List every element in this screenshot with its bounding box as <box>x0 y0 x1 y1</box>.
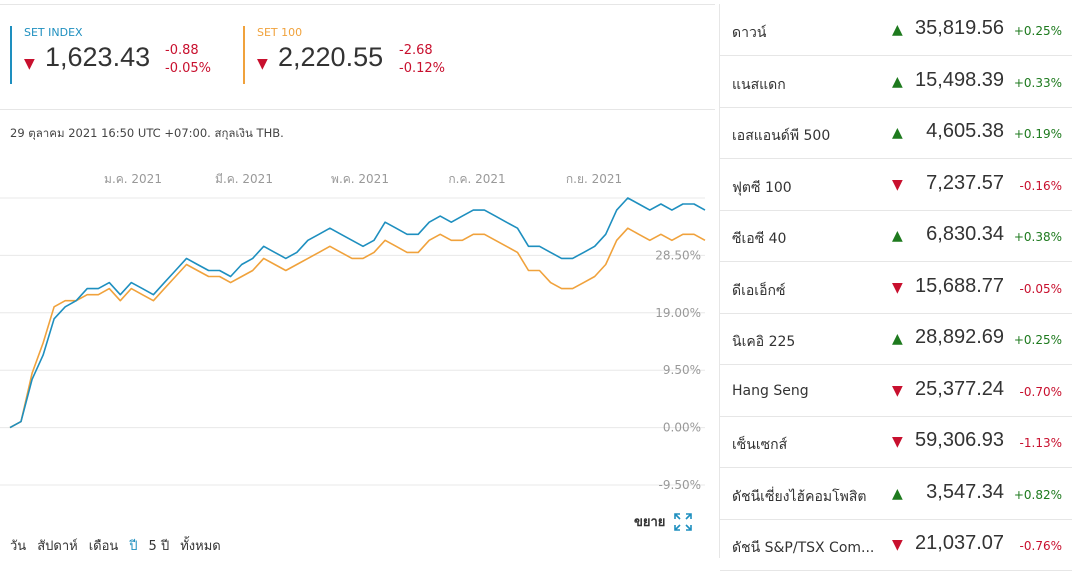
arrow-up-icon: ▲ <box>892 485 903 502</box>
market-row[interactable]: ดีเอเอ็กซ์ ▼ 15,688.77 -0.05% <box>720 262 1072 314</box>
time-range-selector: วัน สัปดาห์ เดือน ปี 5 ปี ทั้งหมด <box>10 535 221 556</box>
market-value: 21,037.07 <box>915 532 1004 554</box>
index-card-set[interactable]: SET INDEX ▼ 1,623.43 -0.88 -0.05% <box>10 26 211 84</box>
market-value: 15,498.39 <box>915 68 1004 91</box>
index-card-set100[interactable]: SET 100 ▼ 2,220.55 -2.68 -0.12% <box>243 26 445 84</box>
arrow-up-icon: ▲ <box>892 73 903 90</box>
market-row[interactable]: ดาวน์ ▲ 35,819.56 +0.25% <box>720 4 1072 56</box>
y-tick-label: 9.50% <box>663 363 701 377</box>
market-value: 59,306.93 <box>915 429 1004 451</box>
market-row[interactable]: ฟุตซี 100 ▼ 7,237.57 -0.16% <box>720 159 1072 211</box>
x-tick-label: ม.ค. 2021 <box>104 172 162 186</box>
market-row[interactable]: ซีเอซี 40 ▲ 6,830.34 +0.38% <box>720 210 1072 262</box>
market-change-pct: +0.38% <box>1013 230 1062 244</box>
market-name: ฟุตซี 100 <box>732 179 792 196</box>
market-change-pct: -1.13% <box>1019 436 1062 450</box>
market-name: ดัชนี S&P/TSX Com... <box>732 540 875 556</box>
index-change: -0.88 -0.05% <box>165 42 211 78</box>
market-name: เซ็นเซกส์ <box>732 437 788 453</box>
market-change-pct: +0.25% <box>1013 333 1062 347</box>
y-tick-label: -9.50% <box>659 478 701 492</box>
market-change-pct: -0.16% <box>1019 178 1062 193</box>
y-tick-label: 28.50% <box>655 248 701 262</box>
arrow-down-icon: ▼ <box>892 537 903 553</box>
market-row[interactable]: Hang Seng ▼ 25,377.24 -0.70% <box>720 365 1072 417</box>
series-line <box>9 197 706 429</box>
market-name: ดาวน์ <box>732 25 767 41</box>
market-name: แนสแดก <box>732 76 786 93</box>
performance-chart[interactable]: 28.50% 19.00% 9.50% 0.00% -9.50% ม.ค. 2021 มี.… <box>0 160 715 500</box>
range-option[interactable]: 5 ปี <box>148 539 170 554</box>
market-change-pct: -0.70% <box>1019 384 1062 399</box>
x-tick-label: ก.ย. 2021 <box>566 172 622 186</box>
arrow-down-icon: ▼ <box>892 434 903 450</box>
market-name: ซีเอซี 40 <box>732 231 787 247</box>
market-row[interactable]: เอสแอนด์พี 500 ▲ 4,605.38 +0.19% <box>720 107 1072 159</box>
x-tick-label: ก.ค. 2021 <box>448 172 505 186</box>
index-change: -2.68 -0.12% <box>399 42 445 78</box>
x-tick-label: พ.ค. 2021 <box>331 172 389 186</box>
market-name: นิเคอิ 225 <box>732 334 796 350</box>
market-change-pct: -0.76% <box>1019 539 1062 553</box>
market-change-pct: +0.25% <box>1013 24 1062 38</box>
index-change-pct: -0.12% <box>399 61 445 76</box>
market-value: 6,830.34 <box>926 223 1004 245</box>
index-name: SET INDEX <box>24 26 83 39</box>
market-value: 3,547.34 <box>926 480 1004 503</box>
market-value: 25,377.24 <box>915 377 1004 400</box>
divider <box>0 109 715 110</box>
index-change-abs: -2.68 <box>399 43 433 58</box>
range-option[interactable]: สัปดาห์ <box>37 539 78 554</box>
market-row[interactable]: ดัชนีเซี่ยงไฮ้คอมโพสิต ▲ 3,547.34 +0.82% <box>720 468 1072 520</box>
market-name: ดีเอเอ็กซ์ <box>732 282 786 299</box>
arrow-down-icon: ▼ <box>892 176 903 193</box>
arrow-up-icon: ▲ <box>892 331 903 347</box>
market-value: 7,237.57 <box>926 171 1004 194</box>
market-list: ดาวน์ ▲ 35,819.56 +0.25% แนสแดก ▲ 15,498.39 +0.… <box>719 4 1072 571</box>
expand-button[interactable]: ขยาย <box>634 511 693 532</box>
market-value: 35,819.56 <box>915 17 1004 39</box>
market-change-pct: +0.33% <box>1013 75 1062 90</box>
range-option[interactable]: ปี <box>129 539 138 554</box>
market-change-pct: +0.82% <box>1013 487 1062 502</box>
index-name: SET 100 <box>257 26 303 39</box>
market-row[interactable]: นิเคอิ 225 ▲ 28,892.69 +0.25% <box>720 313 1072 365</box>
x-tick-label: มี.ค. 2021 <box>215 172 273 186</box>
expand-label: ขยาย <box>634 515 666 530</box>
market-row[interactable]: เซ็นเซกส์ ▼ 59,306.93 -1.13% <box>720 416 1072 468</box>
arrow-down-icon: ▼ <box>892 382 903 399</box>
index-value: 1,623.43 <box>45 42 151 72</box>
index-change-pct: -0.05% <box>165 61 211 76</box>
market-name: ดัชนีเซี่ยงไฮ้คอมโพสิต <box>732 488 867 505</box>
range-option[interactable]: วัน <box>10 539 27 554</box>
index-change-abs: -0.88 <box>165 43 199 58</box>
market-row[interactable]: ดัชนี S&P/TSX Com... ▼ 21,037.07 -0.76% <box>720 519 1072 571</box>
market-change-pct: +0.19% <box>1013 127 1062 141</box>
market-name: Hang Seng <box>732 382 809 399</box>
arrow-down-icon: ▼ <box>892 279 903 296</box>
arrow-down-icon: ▼ <box>24 56 35 72</box>
market-value: 4,605.38 <box>926 120 1004 142</box>
index-value: 2,220.55 <box>278 42 384 72</box>
range-option[interactable]: ทั้งหมด <box>180 539 221 554</box>
arrow-up-icon: ▲ <box>892 228 903 244</box>
market-value: 28,892.69 <box>915 326 1004 348</box>
timestamp: 29 ตุลาคม 2021 16:50 UTC +07:00. สกุลเงิ… <box>10 126 284 140</box>
series-line <box>9 227 706 429</box>
index-chart-panel: SET INDEX ▼ 1,623.43 -0.88 -0.05% SET 10… <box>0 4 715 556</box>
market-row[interactable]: แนสแดก ▲ 15,498.39 +0.33% <box>720 56 1072 108</box>
y-tick-label: 0.00% <box>663 421 701 435</box>
expand-icon <box>674 512 693 531</box>
market-name: เอสแอนด์พี 500 <box>732 128 831 144</box>
arrow-up-icon: ▲ <box>892 125 903 141</box>
arrow-up-icon: ▲ <box>892 22 903 38</box>
market-change-pct: -0.05% <box>1019 281 1062 296</box>
range-option[interactable]: เดือน <box>88 539 119 554</box>
arrow-down-icon: ▼ <box>257 56 268 72</box>
divider <box>0 4 715 5</box>
y-tick-label: 19.00% <box>655 306 701 320</box>
market-value: 15,688.77 <box>915 274 1004 297</box>
